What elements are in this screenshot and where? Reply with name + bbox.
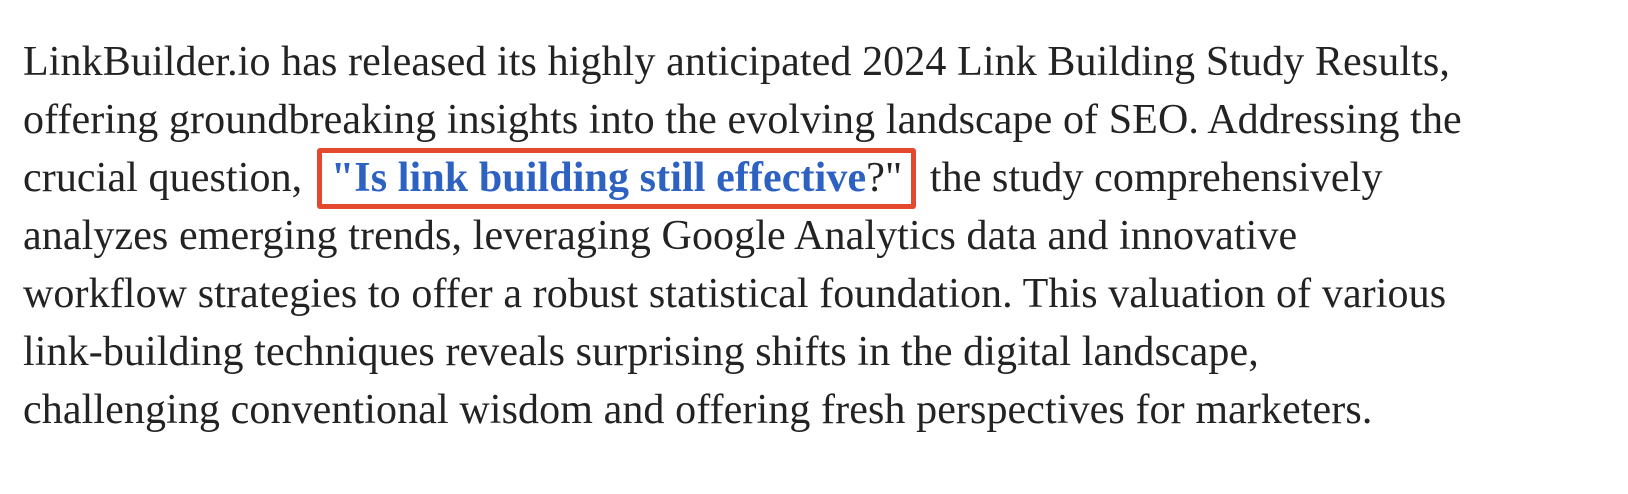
paragraph-line: link-building techniques reveals surpris… — [23, 323, 1604, 381]
paragraph-line: workflow strategies to offer a robust st… — [23, 265, 1604, 323]
text-segment: challenging conventional wisdom and offe… — [23, 387, 1373, 433]
paragraph-line: LinkBuilder.io has released its highly a… — [23, 33, 1604, 91]
paragraph-line: analyzes emerging trends, leveraging Goo… — [23, 207, 1604, 265]
paragraph-line: crucial question, "Is link building stil… — [23, 148, 1604, 209]
text-segment: crucial question, — [23, 155, 313, 201]
text-segment: the study comprehensively — [919, 155, 1383, 201]
paragraph-line: offering groundbreaking insights into th… — [23, 91, 1604, 149]
text-segment: ?" — [866, 155, 903, 201]
article-paragraph: LinkBuilder.io has released its highly a… — [23, 33, 1604, 439]
highlighted-question-link[interactable]: "Is link building still effective — [330, 155, 867, 201]
text-segment: offering groundbreaking insights into th… — [23, 97, 1462, 143]
paragraph-line: challenging conventional wisdom and offe… — [23, 381, 1604, 439]
text-segment: workflow strategies to offer a robust st… — [23, 271, 1447, 317]
text-segment: link-building techniques reveals surpris… — [23, 329, 1259, 375]
text-segment: LinkBuilder.io has released its highly a… — [23, 39, 1450, 85]
highlight-box-annotation: "Is link building still effective?" — [316, 148, 917, 209]
text-segment: analyzes emerging trends, leveraging Goo… — [23, 213, 1298, 259]
